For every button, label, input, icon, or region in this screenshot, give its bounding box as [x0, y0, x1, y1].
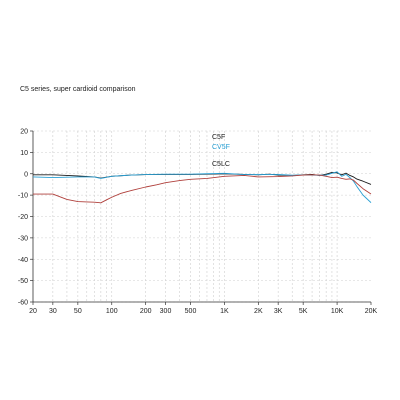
grid-layer — [33, 130, 371, 303]
y-tick-label: -40 — [18, 257, 28, 264]
y-tick-label: 20 — [20, 129, 28, 136]
y-tick-label: 0 — [24, 171, 28, 178]
y-tick-label: 10 — [20, 150, 28, 157]
y-tick-label: -60 — [18, 300, 28, 307]
chart-title: C5 series, super cardioid comparison — [20, 86, 136, 93]
x-tick-label: 5K — [299, 308, 308, 315]
legend-layer: C5F CV5F C5LC — [212, 134, 230, 168]
y-tick-label: -20 — [18, 214, 28, 221]
legend-label-c5f: C5F — [212, 134, 225, 141]
y-tick-label: -50 — [18, 278, 28, 285]
series-line-cv5f — [32, 171, 372, 203]
x-tick-label: 20 — [29, 308, 37, 315]
x-tick-label: 2K — [254, 308, 263, 315]
x-tick-label: 50 — [74, 308, 82, 315]
x-tick-label: 3K — [274, 308, 283, 315]
x-tick-label: 500 — [185, 308, 197, 315]
x-tick-label: 30 — [49, 308, 57, 315]
x-tick-label: 200 — [140, 308, 152, 315]
x-tick-label: 10K — [331, 308, 344, 315]
x-tick-label: 300 — [160, 308, 172, 315]
x-tick-label: 100 — [106, 308, 118, 315]
series-layer — [32, 171, 372, 204]
x-tick-label: 20K — [365, 308, 378, 315]
y-tick-label: -10 — [18, 193, 28, 200]
x-tick-label: 1K — [220, 308, 229, 315]
series-line-c5lc — [33, 174, 372, 204]
legend-label-c5lc: C5LC — [212, 161, 230, 168]
legend-label-cv5f: CV5F — [212, 144, 230, 151]
y-tick-label: -30 — [18, 235, 28, 242]
